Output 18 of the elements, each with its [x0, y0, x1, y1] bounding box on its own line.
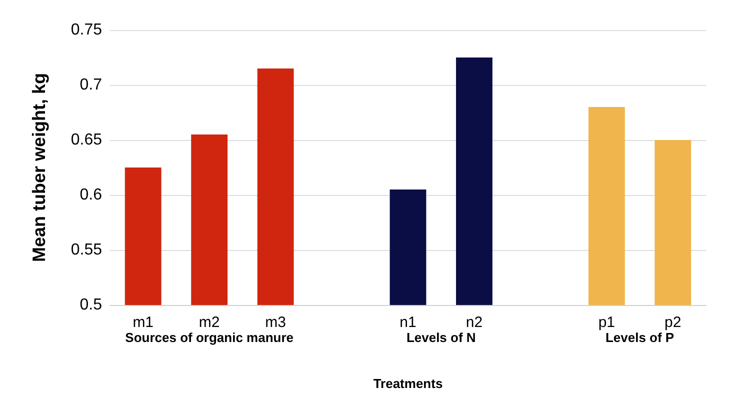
- x-tick-label: m2: [198, 314, 220, 331]
- source-note: Sources of organic manure: [125, 330, 294, 345]
- x-tick-label: m1: [132, 314, 154, 331]
- y-tick-label: 0.65: [70, 132, 102, 148]
- y-tick-label: 0.7: [80, 76, 102, 94]
- y-tick-label: 0.5: [80, 296, 102, 314]
- x-tick-label: p1: [598, 314, 616, 331]
- x-tick-label: n1: [400, 314, 416, 331]
- x-tick-label: p2: [664, 314, 682, 331]
- x-tick-label: m3: [265, 314, 286, 331]
- y-axis-title: Mean tuber weight, kg: [29, 72, 49, 262]
- y-tick-label: 0.75: [70, 22, 102, 38]
- text: Levels of N: [406, 330, 476, 345]
- y-tick-label: 0.6: [80, 186, 102, 204]
- x-axis-title: Treatments: [373, 376, 443, 391]
- text: Levels of P: [605, 330, 674, 345]
- x-tick-label: n2: [466, 314, 483, 331]
- y-tick-label: 0.55: [70, 242, 102, 258]
